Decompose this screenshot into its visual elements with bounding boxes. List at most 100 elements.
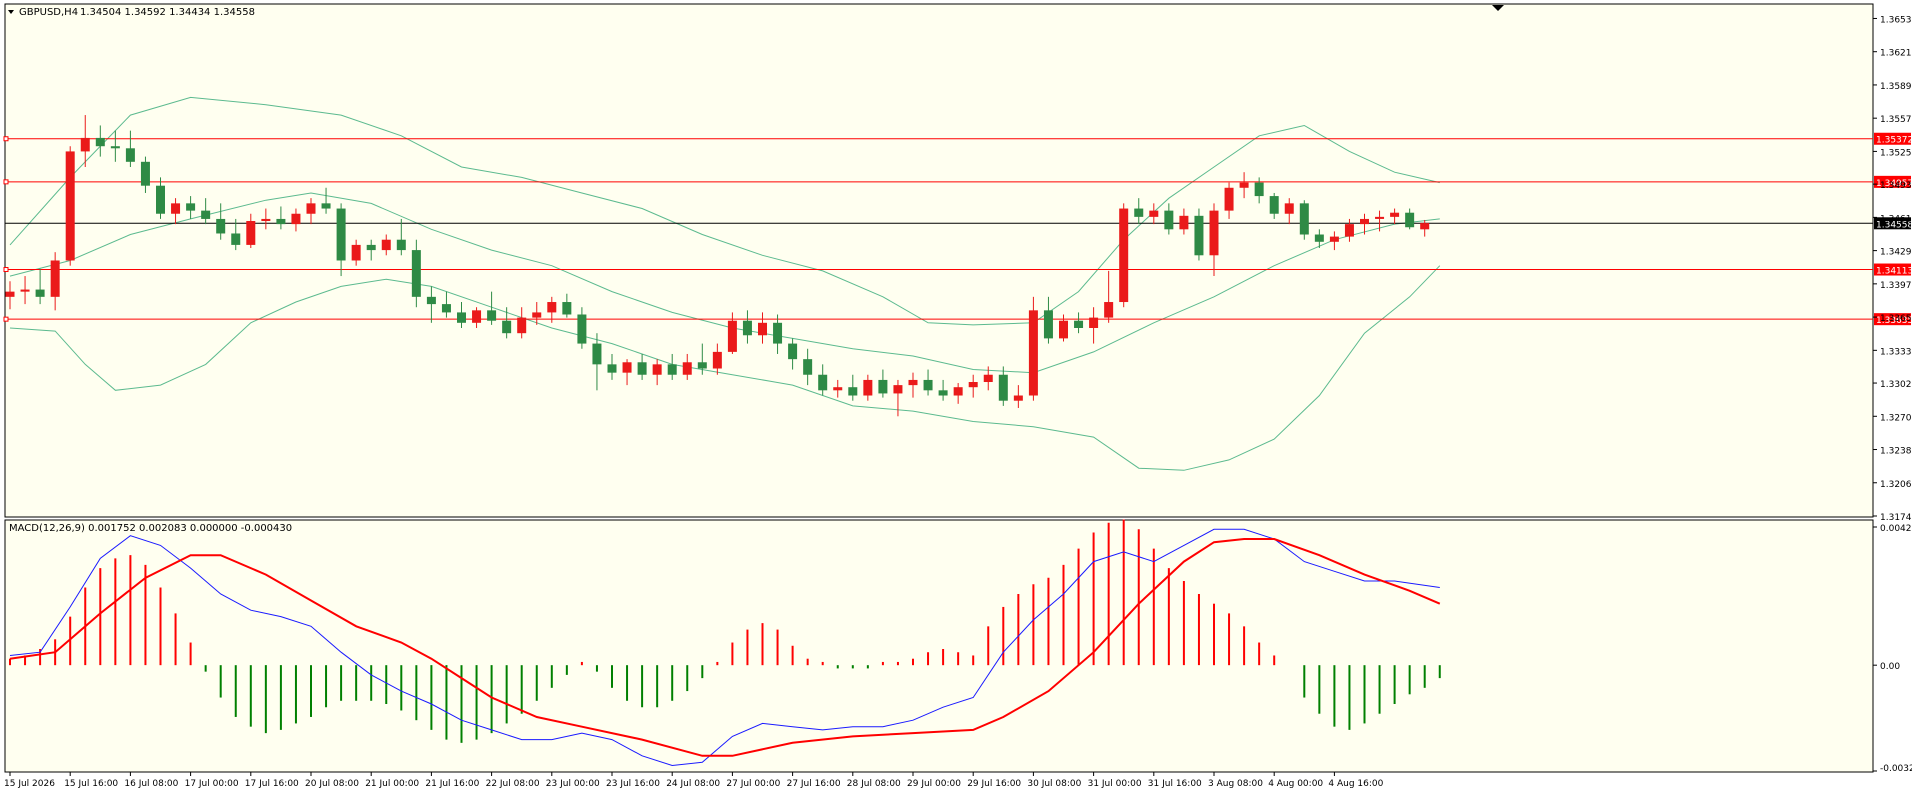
time-tick-label: 23 Jul 00:00 bbox=[546, 779, 600, 789]
candle-body bbox=[1254, 182, 1264, 197]
time-tick-label: 4 Aug 16:00 bbox=[1328, 779, 1383, 789]
level-price-label: 1.35372 bbox=[1876, 136, 1912, 146]
price-tick-label: 1.35250 bbox=[1880, 148, 1912, 158]
candle-body bbox=[833, 387, 843, 391]
symbol-menu-icon[interactable] bbox=[8, 10, 14, 14]
candle-body bbox=[1390, 212, 1400, 217]
candle-body bbox=[652, 364, 662, 375]
time-tick-label: 15 Jul 16:00 bbox=[64, 779, 118, 789]
candle-body bbox=[216, 218, 226, 234]
candle-body bbox=[863, 379, 873, 396]
price-tick-label: 1.33975 bbox=[1880, 281, 1912, 291]
time-tick-label: 17 Jul 16:00 bbox=[245, 779, 299, 789]
time-tick-label: 21 Jul 00:00 bbox=[365, 779, 419, 789]
bollinger-upper-line bbox=[9, 96, 1440, 326]
macd-line bbox=[9, 528, 1440, 767]
candle-body bbox=[351, 244, 361, 261]
candle-body bbox=[1269, 196, 1279, 214]
candle-body bbox=[637, 362, 647, 375]
time-tick-label: 3 Aug 08:00 bbox=[1208, 779, 1263, 789]
candle-body bbox=[35, 289, 45, 297]
level-anchor-icon bbox=[3, 267, 9, 273]
candle-body bbox=[110, 146, 120, 149]
candle-body bbox=[727, 320, 737, 352]
time-tick-label: 17 Jul 00:00 bbox=[185, 779, 239, 789]
level-price-tag bbox=[1874, 263, 1911, 276]
candle-body bbox=[472, 310, 482, 323]
candle-body bbox=[381, 239, 391, 251]
time-tick-label: 23 Jul 16:00 bbox=[606, 779, 660, 789]
time-tick-label: 29 Jul 16:00 bbox=[967, 779, 1021, 789]
price-tick-label: 1.36210 bbox=[1880, 49, 1912, 59]
candle-body bbox=[321, 203, 331, 209]
candle-body bbox=[1420, 223, 1430, 230]
time-tick-label: 31 Jul 16:00 bbox=[1148, 779, 1202, 789]
candle-body bbox=[246, 221, 256, 245]
candle-body bbox=[773, 322, 783, 344]
time-tick-label: 27 Jul 16:00 bbox=[787, 779, 841, 789]
candle-body bbox=[1028, 310, 1038, 396]
level-anchor-icon bbox=[3, 179, 9, 185]
candle-body bbox=[1089, 317, 1099, 328]
candle-body bbox=[261, 218, 271, 222]
candle-body bbox=[1013, 395, 1023, 401]
price-tick-label: 1.35890 bbox=[1880, 82, 1912, 92]
level-price-tag bbox=[1874, 175, 1911, 188]
candle-body bbox=[517, 317, 527, 334]
candle-body bbox=[1284, 203, 1294, 214]
candle-body bbox=[1134, 208, 1144, 217]
price-tick-label: 1.32060 bbox=[1880, 480, 1912, 490]
level-price-tag bbox=[1874, 313, 1911, 326]
candle-body bbox=[50, 260, 60, 297]
candle-body bbox=[938, 390, 948, 396]
candle-body bbox=[923, 379, 933, 391]
candle-body bbox=[231, 233, 241, 245]
level-price-label: 1.33635 bbox=[1876, 316, 1912, 326]
macd-tick-label: 0.00 bbox=[1880, 662, 1900, 672]
candle-body bbox=[1104, 302, 1114, 318]
candle-body bbox=[1194, 215, 1204, 256]
candle-body bbox=[125, 148, 135, 162]
time-tick-label: 21 Jul 16:00 bbox=[425, 779, 479, 789]
candle-body bbox=[742, 320, 752, 336]
candle-body bbox=[95, 137, 105, 147]
candle-body bbox=[998, 374, 1008, 401]
candle-body bbox=[20, 289, 30, 292]
candle-body bbox=[366, 244, 376, 251]
chart-shift-marker-icon[interactable] bbox=[1492, 5, 1504, 11]
candle-body bbox=[1043, 310, 1053, 339]
candle-body bbox=[396, 239, 406, 251]
level-anchor-icon bbox=[3, 316, 9, 322]
candle-body bbox=[908, 379, 918, 386]
candle-body bbox=[983, 374, 993, 383]
main-chart-background bbox=[4, 3, 1874, 518]
time-axis: 15 Jul 2026 15 Jul 16:00 16 Jul 08:00 17 Ju… bbox=[4, 772, 1384, 789]
candle-body bbox=[622, 362, 632, 373]
time-tick-label: 4 Aug 00:00 bbox=[1268, 779, 1323, 789]
candle-body bbox=[953, 387, 963, 396]
price-tick-label: 1.34935 bbox=[1880, 181, 1912, 191]
candle-body bbox=[1314, 234, 1324, 242]
candle-body bbox=[336, 208, 346, 261]
candle-body bbox=[547, 302, 557, 313]
candle-body bbox=[502, 320, 512, 334]
macd-indicator bbox=[9, 519, 1441, 767]
horizontal-levels[interactable]: 1.35372 1.34957 1.34113 1.33635 1.34558 bbox=[3, 132, 1912, 326]
candle-body bbox=[1375, 216, 1385, 219]
level-price-label: 1.34113 bbox=[1876, 267, 1912, 277]
candle-body bbox=[1344, 224, 1354, 237]
candle-body bbox=[878, 379, 888, 394]
candle-body bbox=[1074, 320, 1084, 328]
candle-body bbox=[758, 322, 767, 336]
candle-body bbox=[487, 310, 497, 321]
price-tick-label: 1.36530 bbox=[1880, 15, 1912, 25]
candle-body bbox=[682, 362, 692, 375]
candle-body bbox=[788, 343, 798, 360]
price-tick-label: 1.35570 bbox=[1880, 115, 1912, 125]
candle-body bbox=[1329, 236, 1339, 242]
candle-body bbox=[1405, 212, 1415, 228]
candle-body bbox=[712, 351, 722, 369]
level-price-label: 1.34957 bbox=[1876, 179, 1912, 189]
